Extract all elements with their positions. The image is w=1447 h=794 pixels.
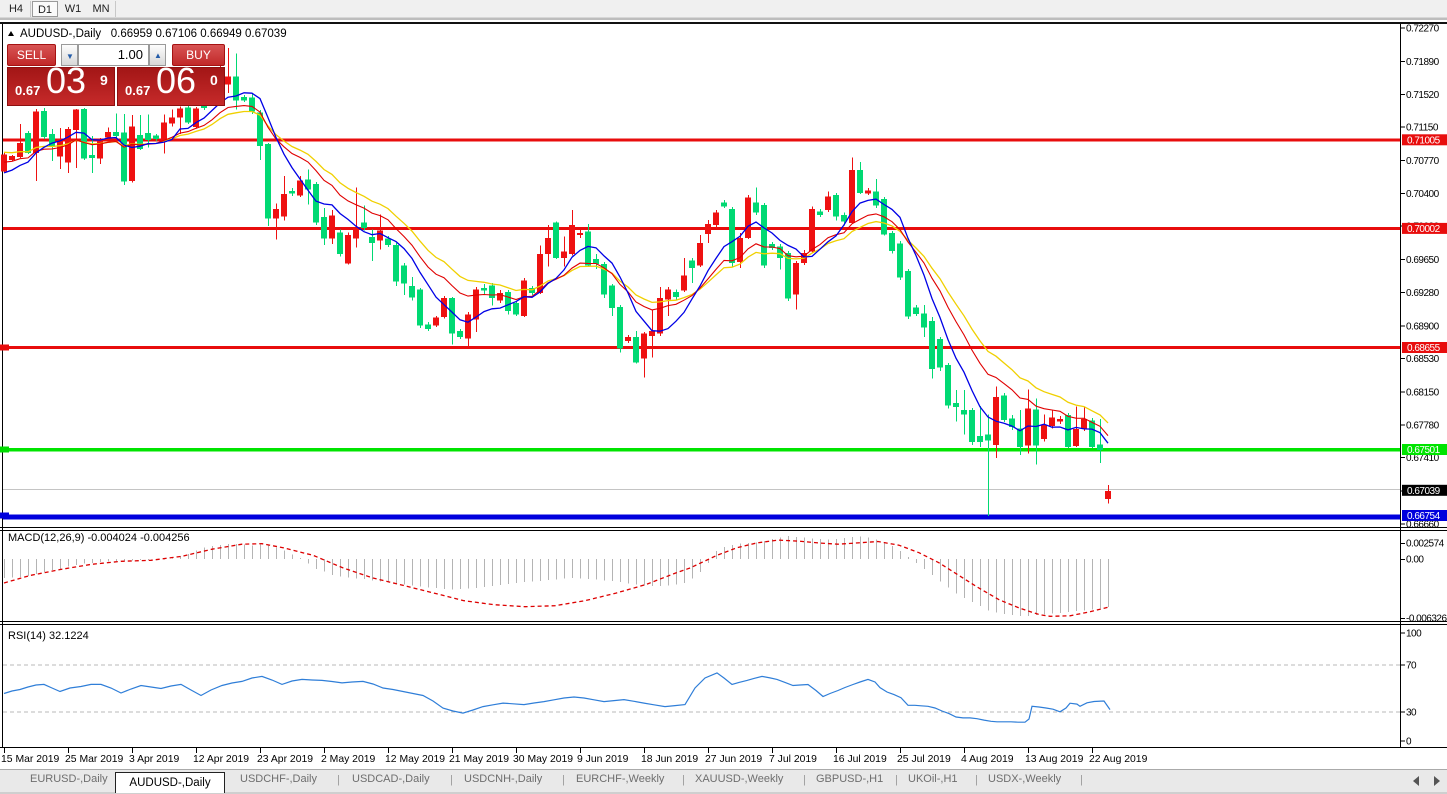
svg-text:21 May 2019: 21 May 2019 [449, 754, 509, 765]
svg-text:25 Mar 2019: 25 Mar 2019 [65, 754, 124, 765]
svg-text:23 Apr 2019: 23 Apr 2019 [257, 754, 313, 765]
svg-text:30 May 2019: 30 May 2019 [513, 754, 573, 765]
svg-text:0.68150: 0.68150 [1406, 388, 1440, 399]
svg-text:0.70400: 0.70400 [1406, 189, 1440, 200]
svg-text:0.00: 0.00 [1406, 555, 1424, 566]
svg-text:22 Aug 2019: 22 Aug 2019 [1089, 754, 1148, 765]
svg-text:7 Jul 2019: 7 Jul 2019 [769, 754, 817, 765]
svg-text:0.69650: 0.69650 [1406, 255, 1440, 266]
svg-text:70: 70 [1406, 661, 1417, 672]
svg-text:0.68900: 0.68900 [1406, 321, 1440, 332]
svg-text:2 May 2019: 2 May 2019 [321, 754, 376, 765]
svg-text:0.66754: 0.66754 [1407, 511, 1441, 522]
svg-text:27 Jun 2019: 27 Jun 2019 [705, 754, 762, 765]
svg-text:4 Aug 2019: 4 Aug 2019 [961, 754, 1014, 765]
svg-text:16 Jul 2019: 16 Jul 2019 [833, 754, 887, 765]
svg-text:0.71890: 0.71890 [1406, 57, 1440, 68]
svg-text:25 Jul 2019: 25 Jul 2019 [897, 754, 951, 765]
svg-text:0.66660: 0.66660 [1406, 519, 1440, 530]
svg-text:12 May 2019: 12 May 2019 [385, 754, 445, 765]
svg-text:15 Mar 2019: 15 Mar 2019 [1, 754, 60, 765]
svg-text:0.69280: 0.69280 [1406, 288, 1440, 299]
svg-text:12 Apr 2019: 12 Apr 2019 [193, 754, 249, 765]
svg-text:18 Jun 2019: 18 Jun 2019 [641, 754, 698, 765]
svg-text:0.002574: 0.002574 [1406, 539, 1445, 550]
svg-text:100: 100 [1406, 629, 1422, 640]
svg-text:0.67501: 0.67501 [1407, 445, 1441, 456]
svg-text:0.68530: 0.68530 [1406, 354, 1440, 365]
svg-text:13 Aug 2019: 13 Aug 2019 [1025, 754, 1084, 765]
svg-text:30: 30 [1406, 708, 1417, 719]
svg-text:-0.006326: -0.006326 [1406, 614, 1447, 625]
svg-text:0.67039: 0.67039 [1407, 486, 1441, 497]
svg-text:0.71520: 0.71520 [1406, 90, 1440, 101]
svg-text:3 Apr 2019: 3 Apr 2019 [129, 754, 179, 765]
svg-text:RSI(14) 32.1224: RSI(14) 32.1224 [8, 630, 89, 642]
svg-text:0.70770: 0.70770 [1406, 156, 1440, 167]
svg-text:0.71005: 0.71005 [1407, 135, 1441, 146]
svg-text:MACD(12,26,9) -0.004024 -0.004: MACD(12,26,9) -0.004024 -0.004256 [8, 532, 190, 544]
svg-text:9 Jun 2019: 9 Jun 2019 [577, 754, 629, 765]
svg-text:0.67780: 0.67780 [1406, 420, 1440, 431]
svg-text:0.71150: 0.71150 [1406, 123, 1439, 134]
svg-text:0: 0 [1406, 737, 1412, 748]
svg-text:0.72270: 0.72270 [1406, 24, 1440, 35]
svg-text:0.70002: 0.70002 [1407, 224, 1441, 235]
svg-text:0.67410: 0.67410 [1406, 453, 1440, 464]
svg-text:0.68655: 0.68655 [1407, 343, 1441, 354]
